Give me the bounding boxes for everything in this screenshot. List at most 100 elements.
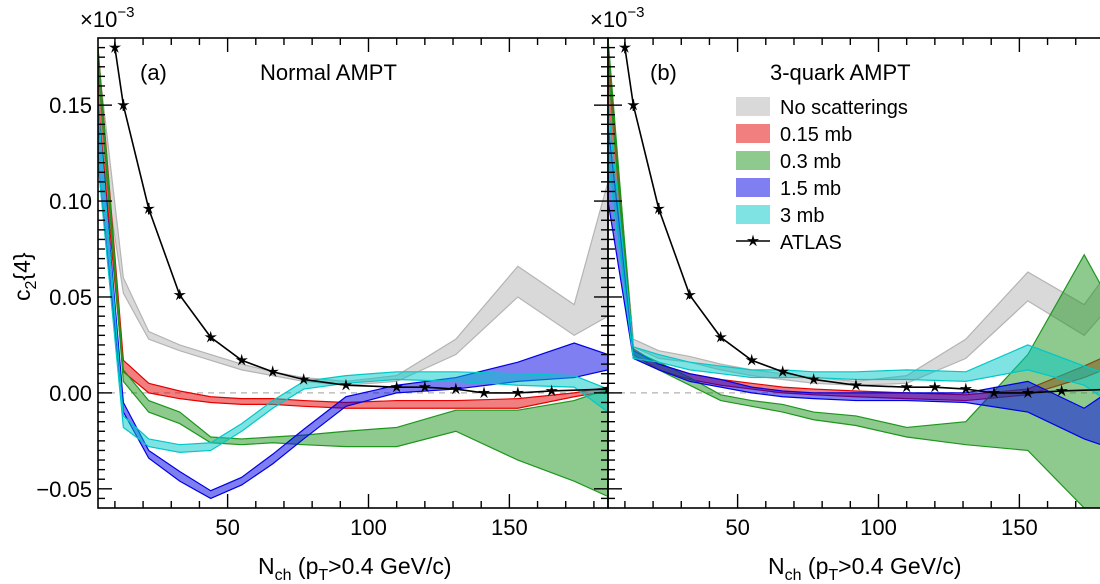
atlas-marker xyxy=(959,382,973,395)
y-tick-label: 0.15 xyxy=(49,93,92,118)
atlas-marker xyxy=(511,386,525,399)
scale-label-base: ×10 xyxy=(590,7,627,32)
panel-a: 50 100 150 −0.05 0.00 0.05 0.10 0.15 ×10−3 (a) Nor… xyxy=(9,4,609,584)
atlas-marker xyxy=(683,288,696,301)
atlas-marker xyxy=(928,380,942,393)
x-axis-label: Nch (pT>0.4 GeV/c) xyxy=(258,553,452,584)
legend-item: 3 mb xyxy=(736,205,824,227)
legend-label: No scatterings xyxy=(780,97,908,119)
atlas-marker xyxy=(117,98,130,111)
band-area xyxy=(608,124,1100,445)
x-tick-label: 150 xyxy=(491,515,528,540)
band-0-15-mb xyxy=(98,47,608,409)
band-area xyxy=(98,105,608,453)
atlas-series xyxy=(108,41,608,399)
panel-title: 3-quark AMPT xyxy=(770,60,911,85)
scale-label: ×10−3 xyxy=(80,4,134,32)
atlas-marker xyxy=(418,380,432,393)
band-3-mb xyxy=(98,105,608,453)
band-area xyxy=(98,47,608,409)
x-tick-label: 100 xyxy=(350,515,387,540)
atlas-marker xyxy=(173,288,186,301)
legend-item: 1.5 mb xyxy=(736,178,841,200)
atlas-marker xyxy=(339,378,353,391)
band-area xyxy=(98,105,608,500)
y-tick-label: 0.10 xyxy=(49,189,92,214)
atlas-marker xyxy=(297,372,310,385)
panel-title: Normal AMPT xyxy=(260,60,397,85)
atlas-marker xyxy=(235,353,248,366)
atlas-line xyxy=(624,47,1100,394)
atlas-marker xyxy=(807,372,820,385)
atlas-marker xyxy=(745,353,758,366)
atlas-marker xyxy=(618,41,632,53)
y-tick-label: −0.05 xyxy=(36,477,92,502)
atlas-marker xyxy=(390,380,403,393)
plot-frame xyxy=(607,37,1100,509)
legend-item: 0.15 mb xyxy=(736,124,852,146)
atlas-marker xyxy=(987,386,1001,399)
atlas-marker xyxy=(142,202,155,214)
y-axis-label: c2{4} xyxy=(9,252,40,301)
atlas-marker xyxy=(601,382,608,395)
atlas-marker xyxy=(900,380,913,393)
band-area xyxy=(98,57,608,386)
legend-marker xyxy=(746,234,760,247)
legend-label: 0.3 mb xyxy=(780,151,841,173)
x-tick-label: 150 xyxy=(1001,515,1038,540)
panel-b: 50 100 150 ×10−3 (b) 3-quark AMPT Nch (pT>0.4 … xyxy=(590,4,1100,584)
x-tick-label: 50 xyxy=(725,515,749,540)
atlas-marker xyxy=(449,382,463,395)
legend-item: 0.3 mb xyxy=(736,151,841,173)
legend-swatch xyxy=(736,205,770,224)
band-0-3-mb xyxy=(98,47,608,498)
plot-area xyxy=(98,41,608,500)
atlas-marker xyxy=(849,378,863,391)
band-3-mb xyxy=(608,105,1100,397)
band-no-scatterings xyxy=(98,57,608,386)
legend-label: 1.5 mb xyxy=(780,178,841,200)
scale-label-exponent: −3 xyxy=(117,4,134,21)
panel-label: (b) xyxy=(650,60,677,85)
band-1-5-mb xyxy=(608,124,1100,445)
x-tick-label: 50 xyxy=(215,515,239,540)
legend: No scatterings 0.15 mb 0.3 mb 1.5 mb 3 mb ATL… xyxy=(736,97,908,254)
legend-swatch xyxy=(736,124,770,143)
scale-label-exponent: −3 xyxy=(627,4,644,21)
y-tick-label: 0.05 xyxy=(49,285,92,310)
band-area xyxy=(608,105,1100,397)
panel-label: (a) xyxy=(140,60,167,85)
legend-swatch xyxy=(736,151,770,170)
legend-label: 3 mb xyxy=(780,205,824,227)
atlas-marker xyxy=(714,330,727,343)
atlas-marker xyxy=(545,384,558,397)
atlas-series xyxy=(618,41,1100,399)
atlas-line xyxy=(114,47,608,394)
band-0-3-mb xyxy=(608,38,1100,508)
scale-label: ×10−3 xyxy=(590,4,644,32)
x-axis-label: Nch (pT>0.4 GeV/c) xyxy=(768,553,962,584)
legend-item: ATLAS xyxy=(736,232,842,254)
atlas-marker xyxy=(652,202,665,214)
legend-label: ATLAS xyxy=(780,232,842,254)
atlas-marker xyxy=(204,330,217,343)
atlas-marker xyxy=(776,365,789,378)
legend-swatch xyxy=(736,97,770,116)
legend-label: 0.15 mb xyxy=(780,124,852,146)
legend-swatch xyxy=(736,178,770,197)
legend-item: No scatterings xyxy=(736,97,908,119)
band-area xyxy=(608,38,1100,508)
atlas-marker xyxy=(108,41,122,53)
x-tick-label: 100 xyxy=(860,515,897,540)
plot-area xyxy=(608,38,1100,508)
atlas-marker xyxy=(266,365,279,378)
band-area xyxy=(98,47,608,498)
y-tick-label: 0.00 xyxy=(49,381,92,406)
scale-label-base: ×10 xyxy=(80,7,117,32)
atlas-marker xyxy=(1055,384,1068,397)
atlas-marker xyxy=(477,386,491,399)
band-1-5-mb xyxy=(98,105,608,500)
atlas-marker xyxy=(627,98,640,111)
atlas-marker xyxy=(1021,386,1035,399)
